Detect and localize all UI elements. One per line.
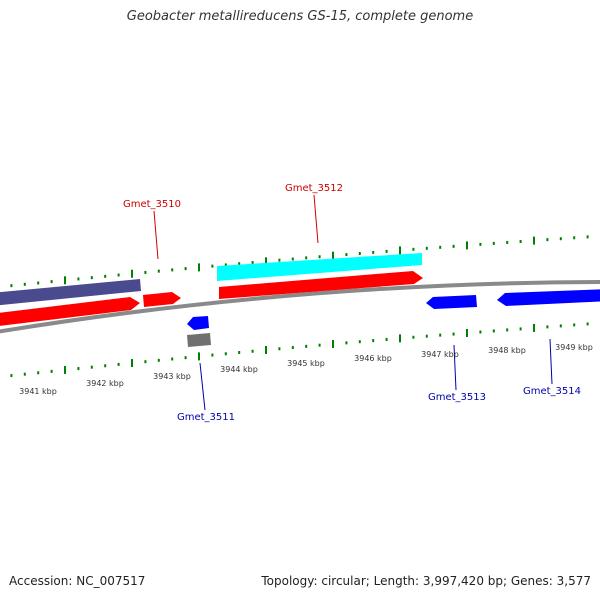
gene-label-gmet-3511[interactable]: Gmet_3511 [177,412,235,423]
gene-feature-gmet-3513[interactable] [426,295,477,309]
outer-tick-track [10,235,589,288]
genome-backbone [0,280,600,334]
gene-feature-pseudo[interactable] [187,333,211,347]
leader-line [549,338,553,385]
scale-label: 3941 kbp [19,387,57,396]
scale-label: 3948 kbp [488,346,526,355]
gene-feature-other[interactable] [0,279,141,306]
gene-feature-gmet-3512[interactable] [217,253,422,281]
map-title: Geobacter metallireducens GS-15, complet… [126,9,474,24]
label-leader-lines [153,194,553,411]
scale-label: 3942 kbp [86,379,124,388]
scale-label: 3949 kbp [555,343,593,352]
genome-stats-text: Topology: circular; Length: 3,997,420 bp… [261,574,591,588]
gene-feature-forward[interactable] [143,292,181,307]
gene-feature-forward[interactable] [219,271,423,299]
gene-feature-forward[interactable] [0,297,140,327]
gene-features [0,253,600,347]
leader-line [453,344,457,391]
gene-feature-gmet-3511[interactable] [187,316,209,330]
gene-label-gmet-3514[interactable]: Gmet_3514 [523,386,581,397]
gene-label-gmet-3512[interactable]: Gmet_3512 [285,183,343,194]
gene-feature-gmet-3514[interactable] [497,289,600,306]
scale-labels: 3941 kbp 3942 kbp 3943 kbp 3944 kbp 3945… [19,343,593,396]
gene-label-gmet-3513[interactable]: Gmet_3513 [428,392,486,403]
leader-line [313,194,319,244]
scale-label: 3945 kbp [287,359,325,368]
gene-label-gmet-3510[interactable]: Gmet_3510 [123,199,181,210]
leader-line [153,210,159,260]
gene-labels: Gmet_3510 Gmet_3512 Gmet_3511 Gmet_3513 … [123,183,581,423]
scale-label: 3946 kbp [354,354,392,363]
accession-text: Accession: NC_007517 [9,574,146,588]
leader-line [199,362,206,411]
inner-tick-track [10,322,589,378]
scale-label: 3947 kbp [421,350,459,359]
scale-label: 3943 kbp [153,372,191,381]
scale-label: 3944 kbp [220,365,258,374]
